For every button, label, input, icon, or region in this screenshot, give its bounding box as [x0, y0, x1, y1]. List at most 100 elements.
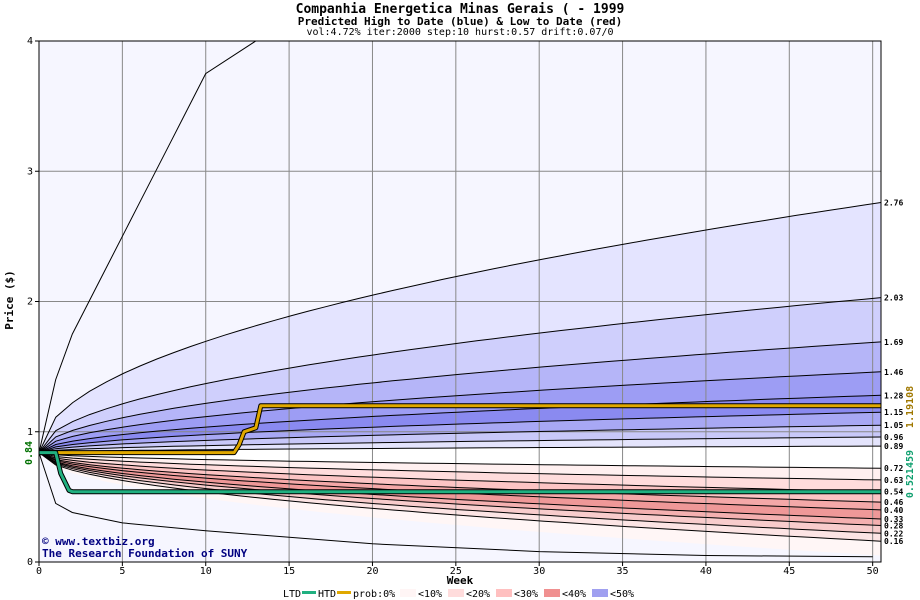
legend-swatch-50 [592, 589, 608, 597]
curve-end-label: 1.15 [884, 408, 903, 417]
quantile-curve [38, 436, 882, 454]
curve-end-label: 1.69 [884, 338, 903, 347]
htd-final-label: 1.19108 [905, 386, 916, 428]
quantile-curve [38, 452, 882, 526]
quantile-curve [38, 371, 882, 454]
x-tick-label: 30 [533, 566, 545, 577]
chart-title: Companhia Energetica Minas Gerais ( - 19… [295, 2, 625, 17]
credit-url: www.textbiz.org [55, 535, 154, 548]
lower-band [39, 452, 881, 526]
quantile-curve [38, 452, 882, 520]
upper-band [39, 202, 881, 453]
curve-end-label: 2.76 [884, 199, 903, 208]
curve-end-label: 0.96 [884, 433, 903, 442]
x-tick-label: 20 [366, 566, 378, 577]
x-tick-label: 40 [700, 566, 712, 577]
center-band [39, 446, 881, 469]
x-tick-label: 45 [783, 566, 795, 577]
legend-bin-50: <50% [610, 589, 634, 600]
quantile-curve [38, 411, 882, 454]
x-tick-label: 25 [450, 566, 462, 577]
quantile-curve [38, 452, 882, 503]
curve-end-label: 1.46 [884, 368, 903, 377]
upper-band [39, 412, 881, 453]
x-tick-label: 35 [617, 566, 629, 577]
quantile-curve [38, 452, 882, 481]
series-line-ltd [39, 451, 881, 494]
legend-ltd-swatch [302, 591, 316, 594]
curve-end-labels: 2.76 2.03 1.69 1.46 1.28 1.15 1.05 0.960.89 0.72… [884, 199, 903, 547]
svg-text:© www.textbiz.org: © www.textbiz.org [42, 535, 155, 548]
credits: © www.textbiz.org The Research Foundatio… [42, 535, 248, 560]
quantile-curve [38, 394, 882, 454]
chart-subtitle: Predicted High to Date (blue) & Low to D… [297, 15, 623, 28]
curve-end-label: 0.89 [884, 442, 903, 451]
x-tick-label: 10 [200, 566, 212, 577]
legend-swatch-20 [448, 589, 464, 597]
y-tick-label: 1 [27, 427, 33, 438]
y-tick-label: 2 [27, 297, 33, 308]
quantile-curve [38, 452, 882, 469]
legend-bin-20: <20% [466, 589, 490, 600]
legend-prob-label: prob:0% [353, 589, 395, 600]
credit-org: The Research Foundation of SUNY [42, 547, 248, 560]
curve-end-label: 0.72 [884, 464, 903, 473]
quantile-curves [38, 40, 882, 558]
lower-band [39, 452, 881, 480]
x-tick-label: 15 [283, 566, 295, 577]
x-tick-label: 0 [36, 566, 42, 577]
quantile-curve [38, 424, 882, 454]
y-axis-label: Price ($) [3, 270, 16, 330]
series-line-htd [39, 404, 881, 455]
ltd-final-label: 0.521459 [905, 450, 916, 498]
curve-end-label: 0.22 [884, 529, 903, 538]
axis-ticks: 0 5 10 15 20 25 30 35 40 45 50 0 1 2 3 4 [27, 36, 879, 577]
quantile-curve [38, 297, 882, 453]
curve-end-label: 0.28 [884, 522, 903, 531]
curve-end-label: 0.40 [884, 506, 903, 515]
start-value-label: 0.84 [24, 441, 35, 465]
x-tick-label: 5 [119, 566, 125, 577]
lower-band [39, 452, 881, 542]
curve-end-label: 0.33 [884, 515, 903, 524]
outer-curve-max [38, 40, 257, 453]
legend-htd-swatch [337, 591, 351, 594]
curve-end-label: 0.16 [884, 537, 903, 546]
quantile-curve [38, 445, 881, 454]
curve-end-label: 0.54 [884, 488, 903, 497]
legend-swatch-40 [544, 589, 560, 597]
curve-end-label: 2.03 [884, 294, 903, 303]
curve-end-label: 0.63 [884, 476, 903, 485]
quantile-curve [38, 452, 882, 542]
curve-end-label: 1.05 [884, 421, 903, 430]
quantile-curve [38, 202, 882, 453]
legend-swatch-30 [496, 589, 512, 597]
y-tick-label: 3 [27, 166, 33, 177]
x-tick-label: 50 [867, 566, 879, 577]
y-tick-label: 4 [27, 36, 33, 47]
legend: LTD HTD prob:0% <10% <20% <30% <40% <50% [283, 589, 634, 600]
legend-bin-30: <30% [514, 589, 538, 600]
chart-params: vol:4.72% iter:2000 step:10 hurst:0.57 d… [306, 27, 614, 38]
legend-swatch-10 [400, 589, 416, 597]
series-lines [39, 403, 881, 495]
y-tick-label: 0 [27, 557, 33, 568]
legend-bin-10: <10% [418, 589, 442, 600]
upper-band [39, 341, 881, 453]
lower-band [39, 452, 881, 534]
quantile-curve [38, 452, 882, 493]
copyright-icon: © [42, 535, 49, 548]
legend-htd-label: HTD [318, 589, 336, 600]
upper-band [39, 371, 881, 453]
quantile-curve [38, 341, 882, 453]
quantile-curve [38, 452, 882, 534]
legend-ltd-label: LTD [283, 589, 301, 600]
curve-end-label: 1.28 [884, 391, 903, 400]
upper-band [39, 437, 881, 453]
legend-bin-40: <40% [562, 589, 586, 600]
curve-end-label: 0.46 [884, 498, 903, 507]
x-axis-label: Week [447, 574, 474, 587]
outer-curve-min [38, 452, 873, 558]
upper-band [39, 297, 881, 453]
